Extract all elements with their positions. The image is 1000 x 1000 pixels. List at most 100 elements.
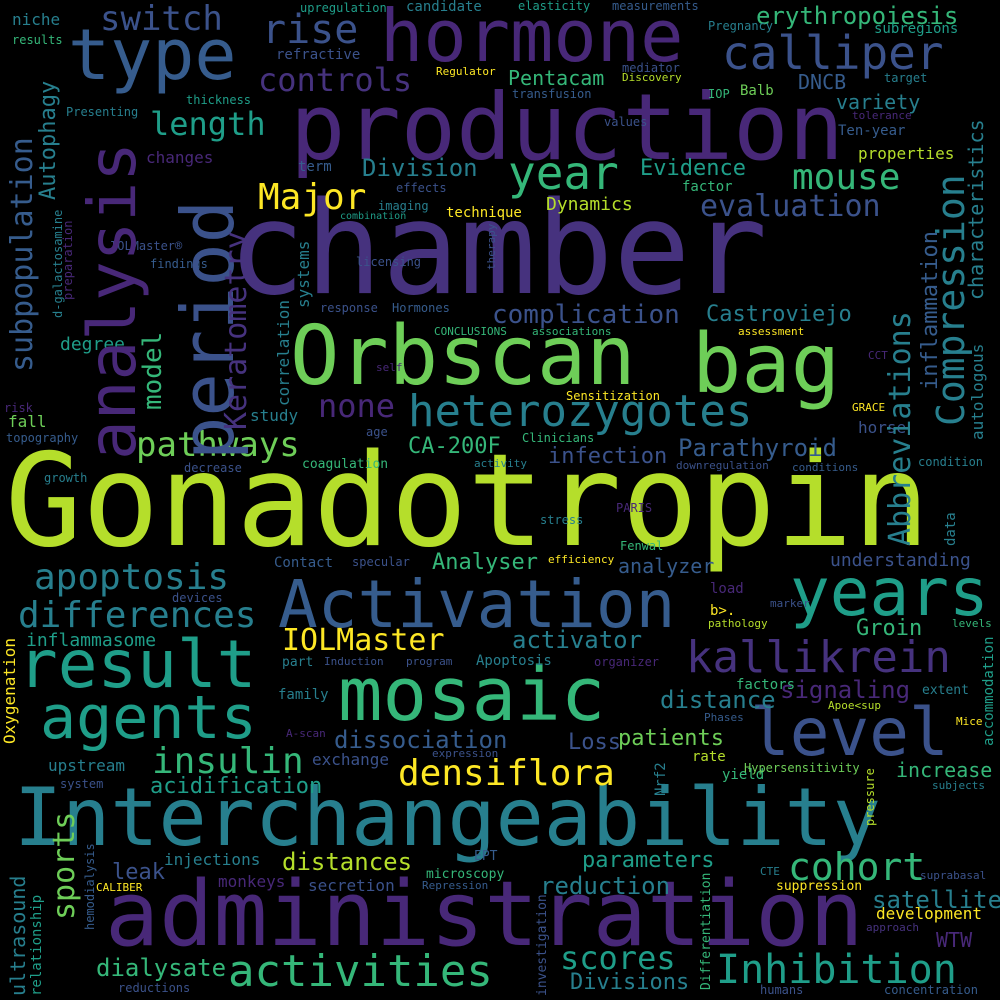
word-hormones: Hormones — [392, 301, 450, 315]
word-mediator: mediator — [622, 61, 680, 75]
word-result: result — [18, 626, 257, 703]
word-parameters: parameters — [582, 848, 715, 873]
word-load: load — [710, 581, 744, 597]
word-controls: controls — [258, 61, 413, 99]
word-hemodialysis: hemodialysis — [83, 843, 97, 930]
word-accommodation: accommodation — [981, 636, 997, 746]
word-results: results — [12, 33, 63, 47]
word-pregnancy: Pregnancy — [708, 19, 774, 33]
word-approach: approach — [866, 921, 919, 934]
word-sports: sports — [47, 811, 82, 920]
word-fall: fall — [8, 412, 47, 431]
word-apoptosis: apoptosis — [34, 557, 230, 598]
word-marker: marker — [770, 597, 810, 610]
word-mouse: mouse — [792, 157, 901, 198]
word-response: response — [320, 301, 378, 315]
word-gonadotropin: Gonadotropin — [5, 427, 930, 576]
word-groin: Groin — [856, 616, 923, 641]
word-clinicians: Clinicians — [522, 431, 595, 445]
word-activity: activity — [474, 457, 527, 470]
word-insulin: insulin — [152, 741, 304, 782]
word-hormone: hormone — [380, 0, 684, 78]
word-topography: topography — [6, 431, 79, 445]
word-rise: rise — [262, 7, 359, 53]
word-heterozygotes: heterozygotes — [408, 386, 753, 437]
word-cte: CTE — [760, 865, 780, 878]
word-suprabasal: suprabasal — [920, 869, 987, 882]
word-apoe: Apoe<sup — [828, 699, 881, 712]
word-exchange: exchange — [312, 750, 390, 769]
word-analysis: analysis — [74, 142, 151, 460]
word-monkeys: monkeys — [218, 872, 286, 891]
word-bag: bag — [692, 317, 841, 412]
word-interchangeability: Interchangeability — [14, 771, 881, 864]
word-subjects: subjects — [932, 779, 985, 792]
word-levels: levels — [952, 617, 992, 630]
word-findings: findings — [150, 257, 208, 271]
word-oxygenation: Oxygenation — [0, 638, 19, 744]
word-upstream: upstream — [48, 756, 126, 775]
word-dissociation: dissociation — [334, 726, 508, 754]
word-distances: distances — [282, 848, 413, 876]
word-induction: Induction — [324, 655, 384, 668]
word-expression: expression — [432, 747, 499, 760]
word-leak: leak — [112, 860, 165, 885]
word-target: target — [884, 71, 928, 85]
word-growth: growth — [44, 471, 88, 485]
word-risk: risk — [4, 401, 33, 415]
word-ascan: A-scan — [286, 727, 326, 740]
word-chamber: chamber — [228, 175, 768, 324]
word-acidification: acidification — [150, 774, 323, 799]
word-properties: properties — [858, 144, 955, 163]
word-iolmaster: IOLMaster — [282, 623, 445, 658]
word-mosaic: mosaic — [338, 652, 606, 738]
word-discovery: Discovery — [622, 71, 682, 84]
word-self: self — [376, 361, 403, 374]
word-scores: scores — [560, 939, 676, 977]
word-relationship: relationship — [29, 894, 45, 996]
word-humans: humans — [760, 983, 804, 997]
word-dncb: DNCB — [798, 70, 847, 94]
word-ca200f: CA-200F — [408, 434, 501, 459]
word-elasticity: elasticity — [518, 0, 591, 13]
word-analyzer: analyzer — [618, 554, 715, 578]
word-complication: complication — [492, 300, 680, 330]
word-coagulation: coagulation — [302, 457, 389, 472]
word-characteristics: characteristics — [964, 119, 988, 300]
word-development: development — [876, 904, 982, 923]
word-ultrasound: ultrasound — [6, 875, 30, 996]
word-fenwal: Fenwal — [620, 539, 664, 553]
word-patients: patients — [618, 726, 724, 751]
word-orbscan: Orbscan — [290, 309, 636, 404]
word-inhibition: Inhibition — [716, 947, 957, 993]
word-term: term — [298, 159, 332, 175]
word-repression: Repression — [422, 879, 489, 892]
word-values: values — [604, 115, 648, 129]
word-dynamics: Dynamics — [546, 194, 633, 215]
word-correlation: correlation — [274, 300, 293, 406]
word-changes: changes — [146, 148, 214, 167]
word-major: Major — [258, 177, 367, 218]
word-iop: IOP — [708, 87, 730, 101]
word-wtw: WTW — [936, 928, 973, 952]
word-mice: Mice — [956, 715, 983, 728]
word-efficiency: efficiency — [548, 553, 615, 566]
word-decrease: decrease — [184, 461, 242, 475]
word-secretion: secretion — [308, 876, 395, 895]
word-downregulation: downregulation — [676, 459, 769, 472]
word-contact: Contact — [274, 555, 334, 571]
word-sensitization: Sensitization — [566, 389, 660, 403]
word-regulator: Regulator — [436, 65, 496, 78]
word-ten-year: Ten-year — [838, 123, 906, 139]
word-suppression: suppression — [776, 879, 863, 894]
word-analyser: Analyser — [432, 550, 538, 575]
word-tolerance: tolerance — [852, 109, 912, 122]
word-iolmaster-r: IOLMaster® — [110, 239, 183, 253]
word-phases: Phases — [704, 711, 744, 724]
word-paris: PARIS — [616, 501, 653, 515]
word-divisions: Divisions — [570, 970, 690, 995]
word-none: none — [318, 387, 396, 425]
word-family: family — [278, 687, 329, 703]
word-preparation: preparation — [61, 220, 75, 300]
word-activator: activator — [512, 626, 643, 654]
